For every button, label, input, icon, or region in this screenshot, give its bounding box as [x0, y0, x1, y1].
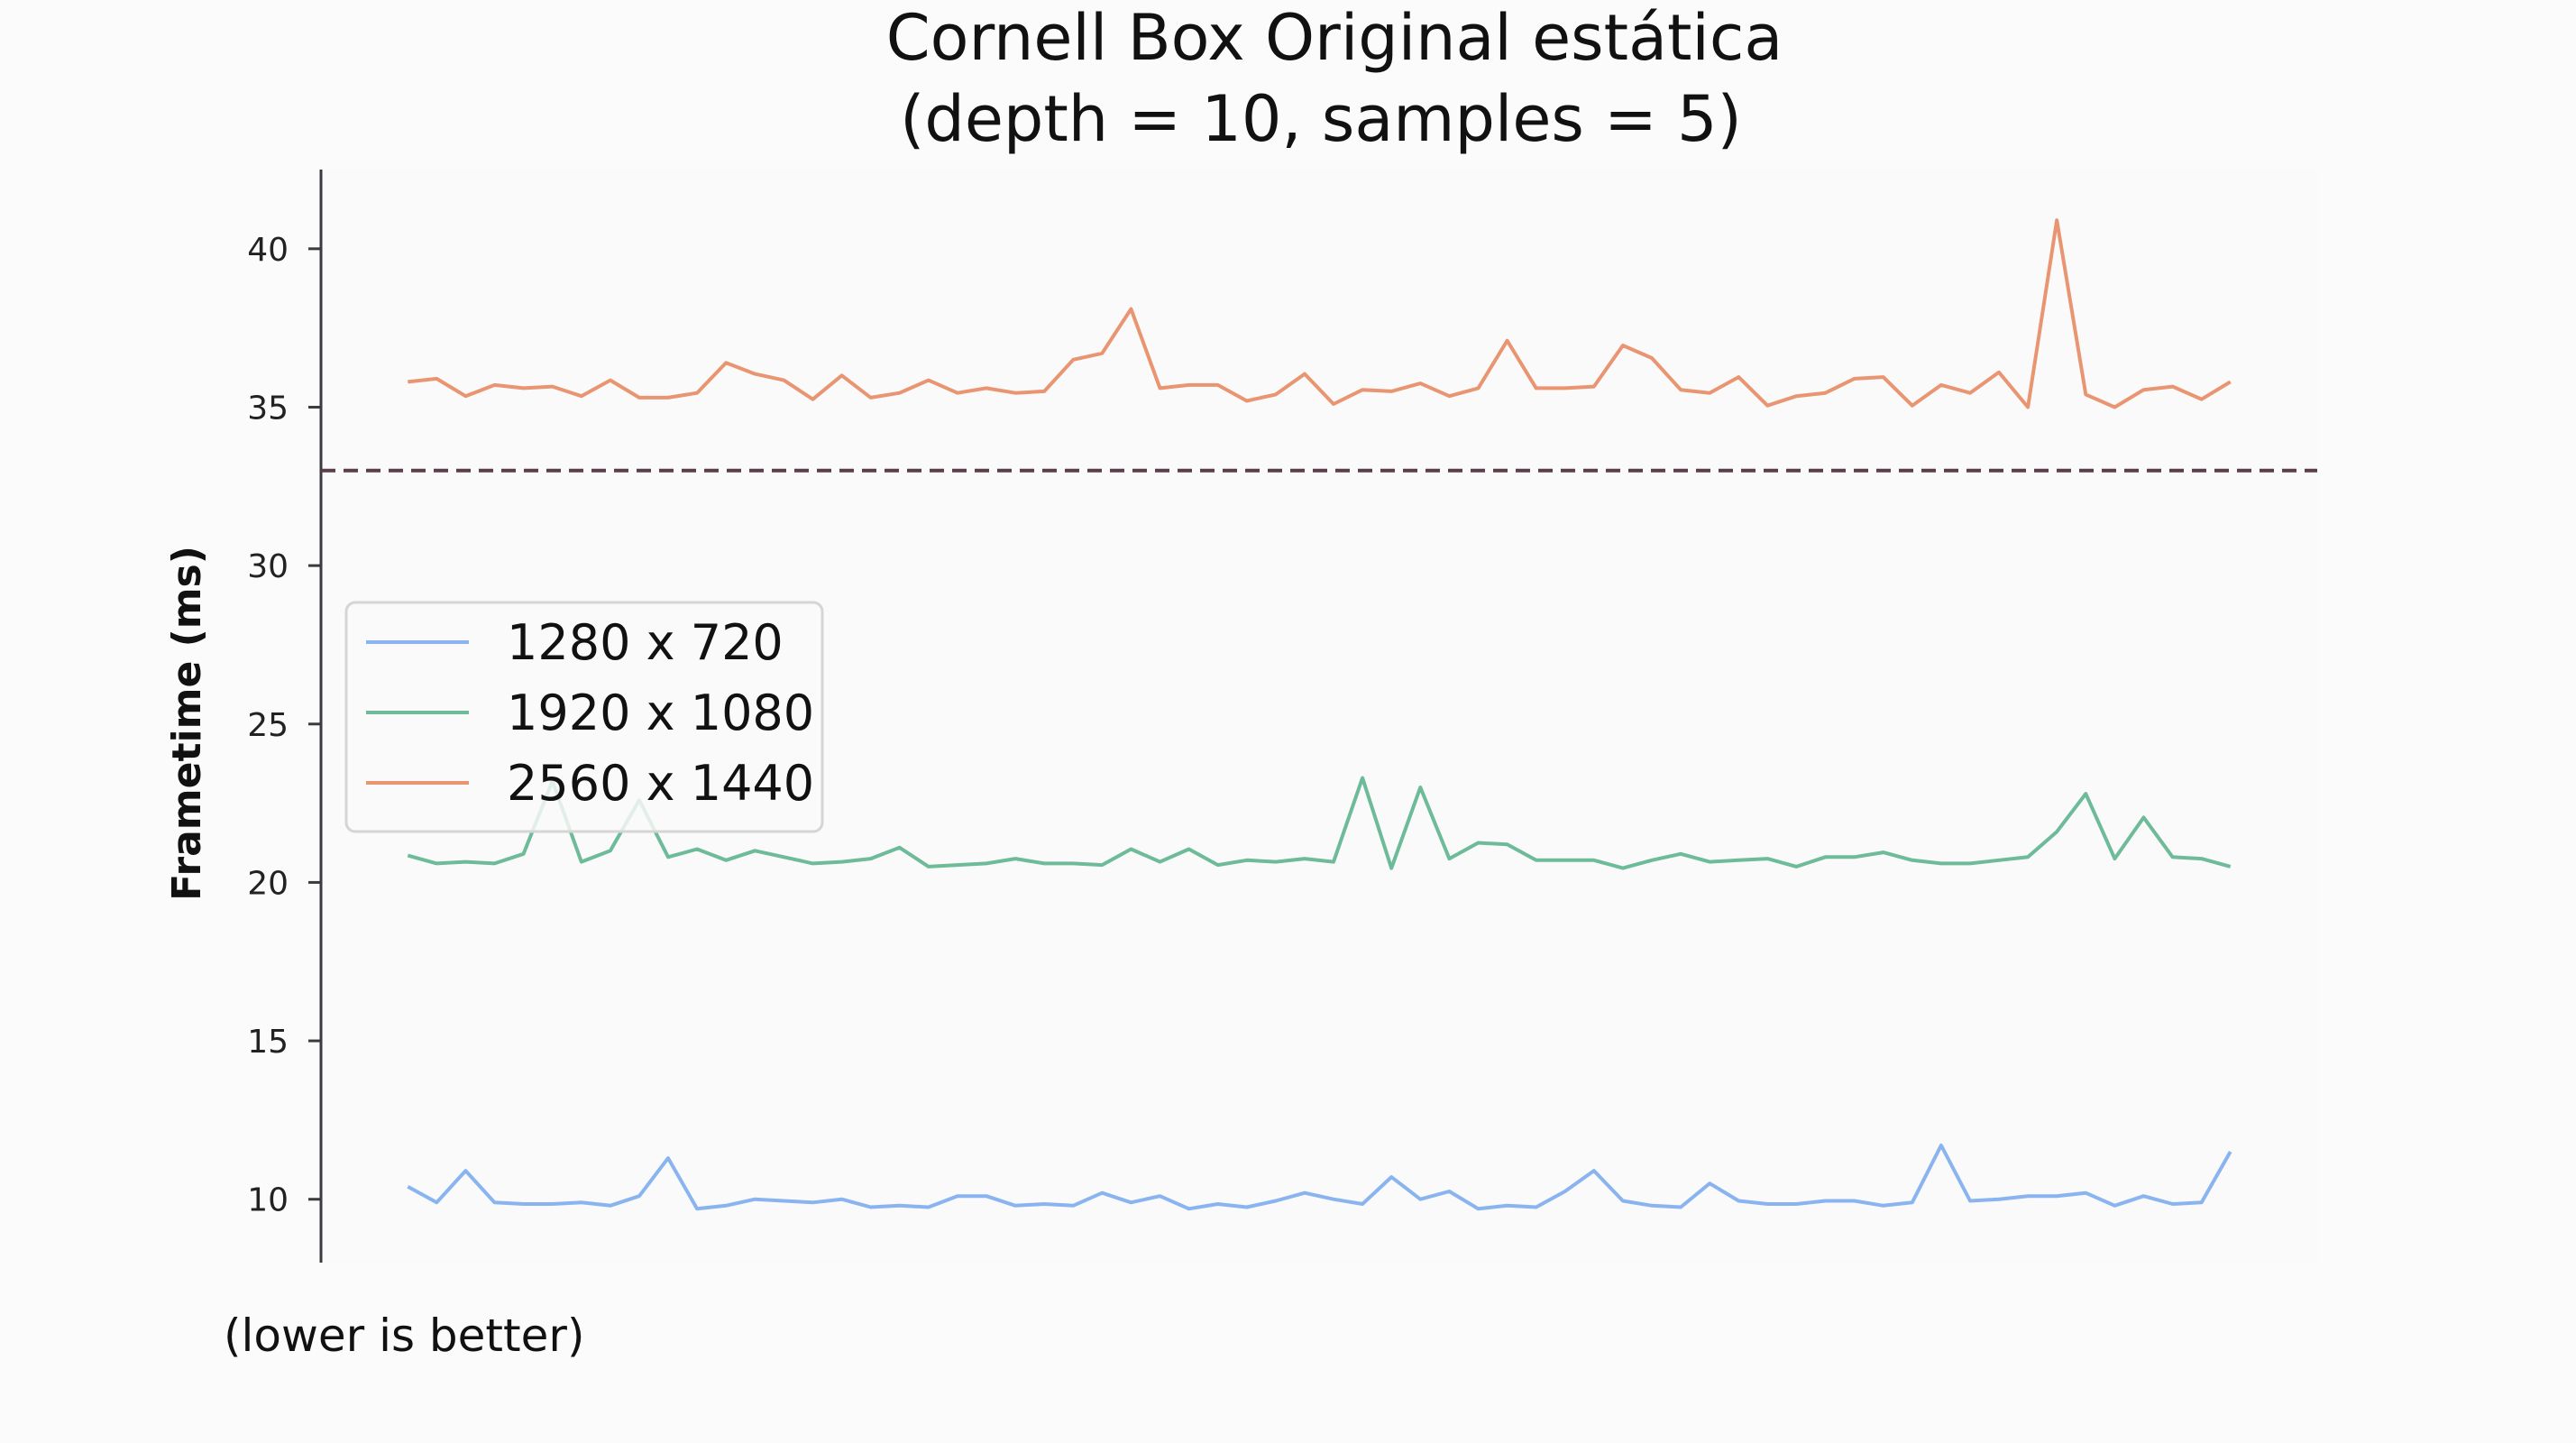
- chart-subtitle: (depth = 10, samples = 5): [900, 82, 1742, 156]
- y-tick-label: 20: [247, 865, 289, 902]
- series-layer: [407, 218, 2232, 1211]
- y-tick-label: 25: [247, 707, 289, 744]
- legend-label-2: 1920 x 1080: [507, 685, 814, 741]
- y-tick-label: 35: [247, 390, 289, 427]
- y-tick-label: 30: [247, 548, 289, 585]
- y-axis: 10 15 20 25 30 35 40: [247, 170, 323, 1263]
- chart-note: (lower is better): [224, 1310, 584, 1362]
- series-line-3: [408, 218, 2232, 409]
- y-tick-label: 15: [247, 1024, 289, 1061]
- chart-title: Cornell Box Original estática: [886, 1, 1783, 75]
- series-line-1: [407, 1144, 2232, 1211]
- y-tick-label: 40: [247, 232, 289, 269]
- y-axis-label: Frametime (ms): [164, 546, 210, 901]
- y-tick-label: 10: [247, 1182, 289, 1219]
- legend-label-3: 2560 x 1440: [507, 755, 814, 812]
- legend-box: [344, 601, 824, 833]
- legend: 1280 x 720 1920 x 1080 2560 x 1440: [344, 601, 824, 833]
- legend-label-1: 1280 x 720: [507, 614, 784, 671]
- series-line-2: [407, 776, 2232, 870]
